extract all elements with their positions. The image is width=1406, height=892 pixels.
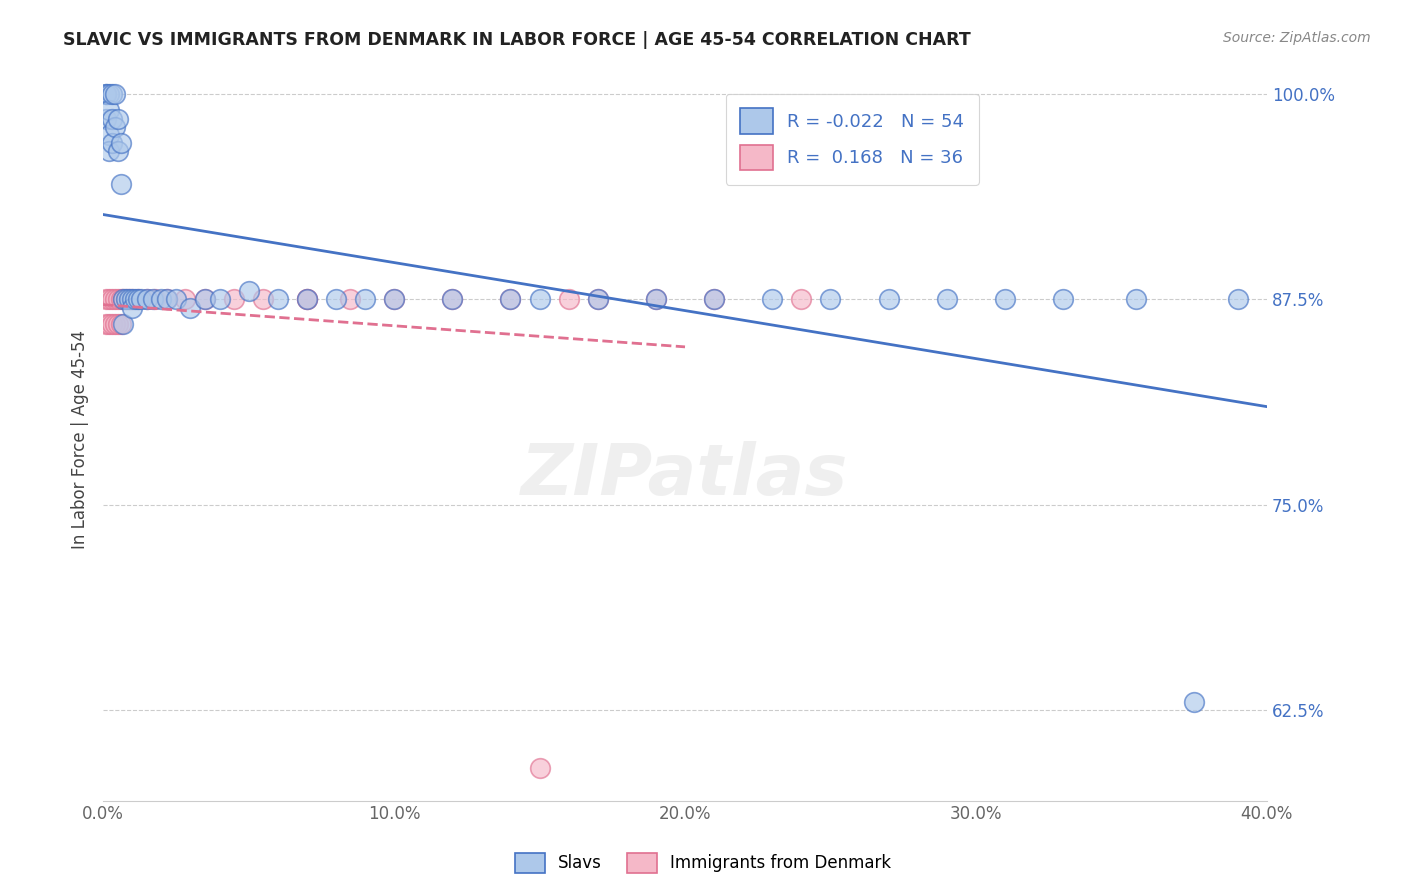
Point [104, 87, 127, 101]
Point [121, 293, 143, 307]
Point [295, 293, 318, 307]
Point [110, 293, 132, 307]
Point [339, 293, 361, 307]
Point [586, 293, 609, 307]
Point [124, 293, 146, 307]
Point [935, 293, 957, 307]
Point [238, 284, 260, 298]
Point [101, 136, 124, 151]
Point [110, 178, 132, 192]
Point [97, 103, 120, 118]
Point [267, 293, 290, 307]
Point [94, 87, 117, 101]
Point [97, 87, 120, 101]
Point [142, 293, 165, 307]
Point [499, 293, 522, 307]
Point [118, 293, 141, 307]
Point [354, 293, 377, 307]
Point [127, 293, 149, 307]
Point [115, 293, 138, 307]
Point [127, 293, 149, 307]
Point [877, 293, 900, 307]
Point [94, 87, 117, 101]
Point [557, 293, 579, 307]
Point [325, 293, 347, 307]
Point [101, 293, 124, 307]
Point [107, 317, 129, 331]
Point [252, 293, 274, 307]
Point [104, 120, 127, 134]
Point [1182, 695, 1205, 709]
Point [135, 293, 157, 307]
Point [441, 293, 464, 307]
Point [129, 293, 152, 307]
Point [173, 293, 195, 307]
Point [586, 293, 609, 307]
Point [94, 317, 117, 331]
Point [118, 293, 141, 307]
Point [97, 128, 120, 142]
Point [115, 293, 138, 307]
Point [295, 293, 318, 307]
Point [94, 293, 117, 307]
Point [110, 317, 132, 331]
Point [156, 293, 179, 307]
Point [101, 112, 124, 126]
Y-axis label: In Labor Force | Age 45-54: In Labor Force | Age 45-54 [72, 329, 89, 549]
Point [104, 317, 127, 331]
Point [112, 317, 135, 331]
Point [165, 293, 187, 307]
Point [101, 87, 124, 101]
Point [112, 293, 135, 307]
Point [645, 293, 668, 307]
Point [208, 293, 231, 307]
Point [121, 293, 143, 307]
Point [222, 293, 245, 307]
Point [101, 317, 124, 331]
Point [295, 293, 318, 307]
Point [382, 293, 405, 307]
Point [1052, 293, 1074, 307]
Point [1125, 293, 1147, 307]
Text: SLAVIC VS IMMIGRANTS FROM DENMARK IN LABOR FORCE | AGE 45-54 CORRELATION CHART: SLAVIC VS IMMIGRANTS FROM DENMARK IN LAB… [63, 31, 972, 49]
Point [112, 293, 135, 307]
Point [194, 293, 217, 307]
Point [97, 317, 120, 331]
Point [110, 136, 132, 151]
Text: ZIPatlas: ZIPatlas [522, 441, 849, 509]
Point [94, 112, 117, 126]
Point [703, 293, 725, 307]
Point [104, 293, 127, 307]
Point [135, 293, 157, 307]
Point [150, 293, 173, 307]
Point [97, 145, 120, 159]
Point [107, 293, 129, 307]
Point [107, 112, 129, 126]
Point [529, 761, 551, 775]
Point [194, 293, 217, 307]
Point [121, 301, 143, 315]
Point [156, 293, 179, 307]
Point [761, 293, 783, 307]
Point [179, 301, 201, 315]
Point [790, 293, 813, 307]
Point [499, 293, 522, 307]
Point [97, 293, 120, 307]
Point [107, 145, 129, 159]
Legend: Slavs, Immigrants from Denmark: Slavs, Immigrants from Denmark [508, 847, 898, 880]
Point [994, 293, 1017, 307]
Text: Source: ZipAtlas.com: Source: ZipAtlas.com [1223, 31, 1371, 45]
Point [145, 293, 167, 307]
Point [645, 293, 668, 307]
Point [441, 293, 464, 307]
Point [1226, 293, 1249, 307]
Point [529, 293, 551, 307]
Point [820, 293, 842, 307]
Point [382, 293, 405, 307]
Legend: R = -0.022   N = 54, R =  0.168   N = 36: R = -0.022 N = 54, R = 0.168 N = 36 [725, 94, 979, 185]
Point [703, 293, 725, 307]
